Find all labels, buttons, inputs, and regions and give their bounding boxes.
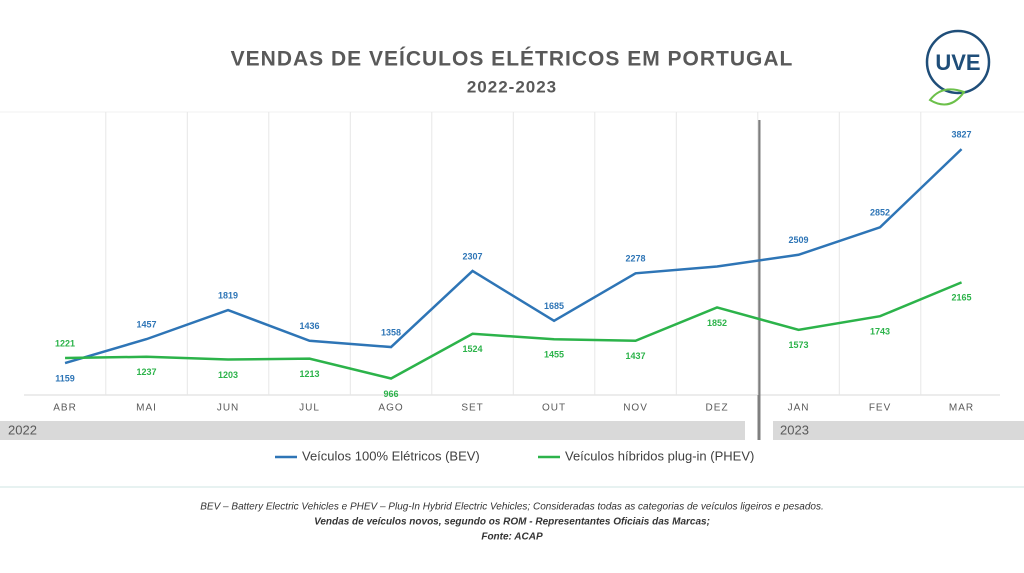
data-label: 1237 xyxy=(137,367,157,377)
x-tick-label: AGO xyxy=(378,403,403,414)
x-tick-label: JUN xyxy=(217,403,239,414)
x-tick-label: DEZ xyxy=(706,403,729,414)
x-tick-label: JUL xyxy=(299,403,320,414)
data-label: 1436 xyxy=(300,321,320,331)
x-tick-label: FEV xyxy=(869,403,891,414)
logo-ring xyxy=(925,29,991,95)
data-label: 1743 xyxy=(870,327,890,337)
legend-label: Veículos 100% Elétricos (BEV) xyxy=(302,448,480,463)
legend-label: Veículos híbridos plug-in (PHEV) xyxy=(565,448,754,463)
chart-title: VENDAS DE VEÍCULOS ELÉTRICOS EM PORTUGAL xyxy=(231,48,794,71)
x-tick-label: ABR xyxy=(53,403,77,414)
x-tick-label: NOV xyxy=(623,403,648,414)
data-label: 1213 xyxy=(300,369,320,379)
period-band xyxy=(0,421,745,440)
logo-text: UVE xyxy=(935,50,980,75)
data-label: 966 xyxy=(384,389,399,399)
x-tick-label: OUT xyxy=(542,403,566,414)
data-label: 1819 xyxy=(218,290,238,300)
data-label: 1524 xyxy=(463,344,483,354)
data-label: 2165 xyxy=(952,293,972,303)
period-label: 2022 xyxy=(8,422,37,437)
data-label: 3827 xyxy=(952,129,972,139)
data-label: 1685 xyxy=(544,301,564,311)
data-label: 2307 xyxy=(463,251,483,261)
logo: UVE xyxy=(925,29,991,106)
logo-leaf xyxy=(928,88,966,106)
data-label: 2278 xyxy=(626,254,646,264)
data-label: 1573 xyxy=(789,340,809,350)
data-label: 2852 xyxy=(870,208,890,218)
x-tick-label: MAI xyxy=(136,403,157,414)
chart-subtitle: 2022-2023 xyxy=(467,77,557,96)
data-label: 1852 xyxy=(707,318,727,328)
x-tick-label: MAR xyxy=(949,403,974,414)
period-band xyxy=(773,421,1024,440)
data-label: 1358 xyxy=(381,327,401,337)
footnote: Fonte: ACAP xyxy=(481,532,543,543)
data-label: 2509 xyxy=(789,235,809,245)
x-tick-label: SET xyxy=(461,403,483,414)
footnote: BEV – Battery Electric Vehicles e PHEV –… xyxy=(200,502,823,513)
series-line xyxy=(65,281,963,380)
data-label: 1457 xyxy=(137,319,157,329)
series-line xyxy=(64,148,963,365)
data-label: 1203 xyxy=(218,370,238,380)
footnote: Vendas de veículos novos, segundo os ROM… xyxy=(314,517,710,528)
data-label: 1437 xyxy=(626,351,646,361)
data-label: 1159 xyxy=(55,373,75,383)
x-tick-label: JAN xyxy=(788,403,810,414)
period-label: 2023 xyxy=(780,422,809,437)
data-label: 1455 xyxy=(544,350,564,360)
data-label: 1221 xyxy=(55,338,75,348)
